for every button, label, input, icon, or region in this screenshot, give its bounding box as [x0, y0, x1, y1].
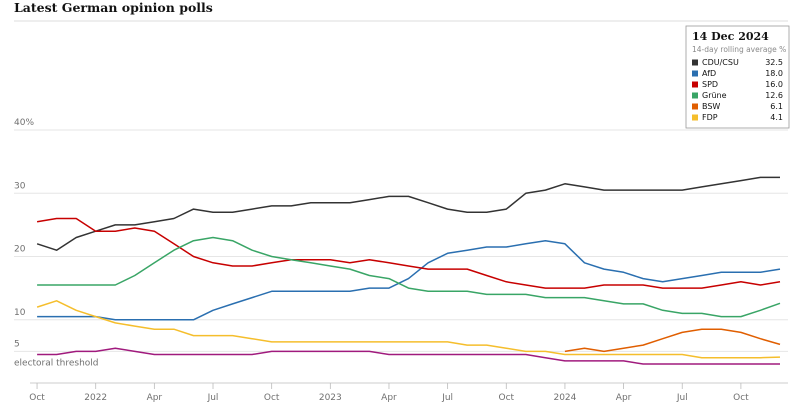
- legend-swatch: [692, 81, 698, 88]
- x-tick-label: Apr: [381, 393, 397, 403]
- x-tick-label: 2024: [553, 393, 576, 403]
- x-tick-label: Apr: [616, 393, 632, 403]
- legend-label: BSW: [702, 102, 720, 111]
- annotation: electoral threshold: [14, 358, 99, 368]
- y-tick-label: 40%: [14, 118, 34, 128]
- x-tick-label: Oct: [499, 393, 515, 403]
- legend-title: 14 Dec 2024: [692, 30, 769, 43]
- series-line: [37, 347, 780, 365]
- series-line: [37, 236, 781, 318]
- grid: [14, 129, 788, 352]
- legend-label: AfD: [702, 69, 716, 78]
- legend: 14 Dec 2024 14-day rolling average % CDU…: [685, 25, 790, 129]
- x-tick-label: Oct: [733, 393, 749, 403]
- series-line: [564, 328, 781, 353]
- x-tick-label: Jul: [676, 393, 688, 403]
- series-line: [37, 239, 781, 321]
- legend-box: [685, 25, 790, 129]
- series-line: [36, 176, 780, 251]
- y-tick-label: 10: [14, 308, 26, 318]
- y-tick-label: 30: [14, 181, 26, 191]
- y-tick-label: 5: [14, 339, 20, 349]
- legend-value: 32.5: [765, 58, 783, 67]
- chart-title: Latest German opinion polls: [14, 0, 213, 15]
- y-tick-label: 20: [14, 245, 26, 255]
- x-tick-label: 2022: [84, 393, 107, 403]
- x-tick-label: Oct: [29, 393, 45, 403]
- legend-label: Grüne: [702, 91, 727, 100]
- legend-swatch: [692, 92, 698, 99]
- legend-label: SPD: [702, 80, 718, 89]
- series-line: [36, 217, 781, 289]
- legend-label: CDU/CSU: [702, 58, 739, 67]
- x-tick-label: 2023: [319, 393, 342, 403]
- legend-swatch: [692, 59, 698, 66]
- legend-value: 4.1: [770, 113, 783, 122]
- legend-value: 18.0: [765, 69, 783, 78]
- legend-value: 16.0: [765, 80, 783, 89]
- legend-swatch: [692, 70, 698, 77]
- legend-swatch: [692, 103, 698, 110]
- x-tick-label: Apr: [147, 393, 163, 403]
- legend-swatch: [692, 114, 698, 121]
- legend-value: 12.6: [765, 91, 783, 100]
- x-tick-label: Jul: [441, 393, 453, 403]
- legend-value: 6.1: [770, 102, 783, 111]
- x-tick-label: Oct: [264, 393, 280, 403]
- legend-subtitle: 14-day rolling average %: [692, 45, 786, 54]
- x-tick-label: Jul: [207, 393, 219, 403]
- series-line: [36, 300, 781, 359]
- legend-label: FDP: [702, 113, 718, 122]
- axes: 40% 30 20 10 5 electoral threshold Oct 2022 Apr J…: [14, 118, 788, 403]
- lines: [36, 176, 781, 365]
